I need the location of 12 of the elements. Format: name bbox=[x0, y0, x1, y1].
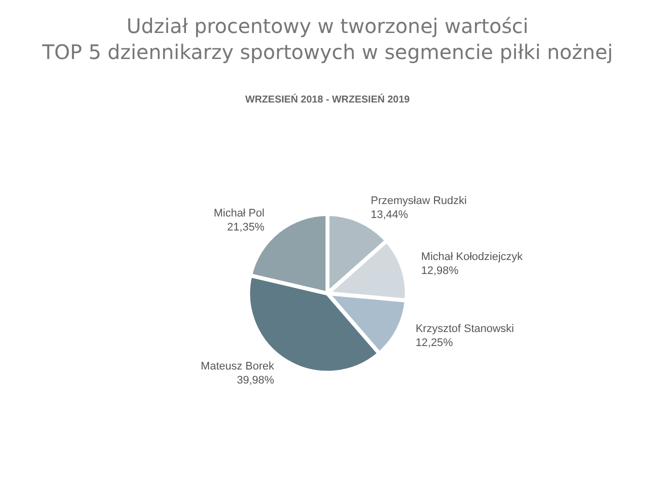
data-label: 12,25% bbox=[416, 337, 454, 350]
data-label: 12,98% bbox=[421, 265, 459, 278]
data-label: 21,35% bbox=[227, 221, 265, 234]
slice-label: Przemysław Rudzki bbox=[370, 195, 467, 208]
slice-label: Krzysztof Stanowski bbox=[416, 323, 514, 336]
slice-label: Michał Kołodziejczyk bbox=[421, 251, 524, 264]
chart-subtitle: WRZESIEŃ 2018 - WRZESIEŃ 2019 bbox=[245, 94, 410, 106]
data-label: 13,44% bbox=[370, 209, 408, 222]
data-label: 39,98% bbox=[236, 374, 274, 386]
chart-title: Udział procentowy w tworzonej wartości TOP 5 dziennikarzy sportowych w segmencie piłki nożnej bbox=[41, 14, 613, 64]
slice-label: Mateusz Borek bbox=[200, 360, 275, 372]
slice-label: Michał Pol bbox=[214, 207, 264, 220]
